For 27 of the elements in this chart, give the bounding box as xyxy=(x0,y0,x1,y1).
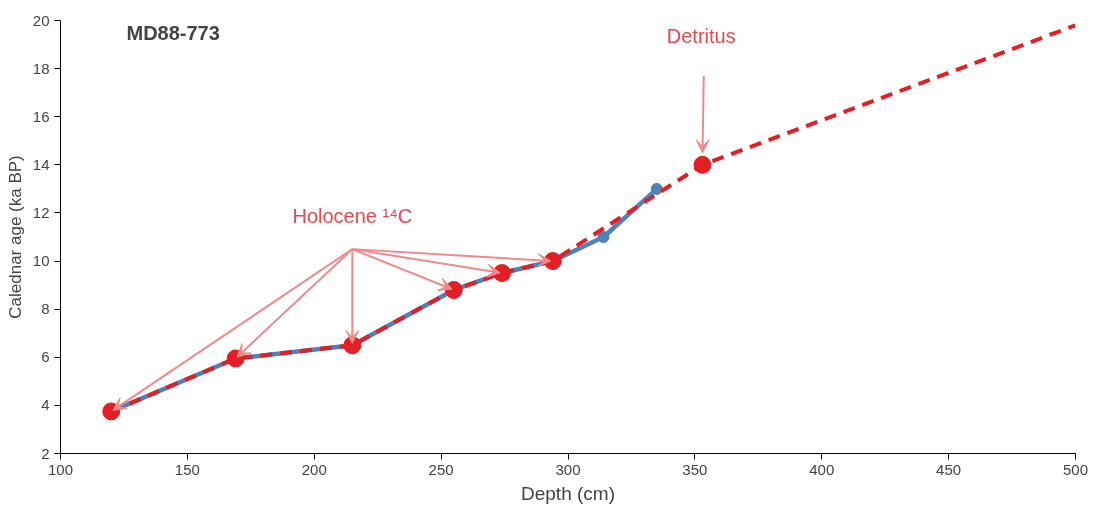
y-tick-label: 2 xyxy=(41,444,50,462)
y-tick-label: 8 xyxy=(41,300,50,318)
x-tick-label: 250 xyxy=(428,460,454,478)
y-axis-title: Calednar age (ka BP) xyxy=(5,155,25,319)
y-tick-label: 6 xyxy=(41,348,50,366)
y-tick-label: 4 xyxy=(41,396,50,414)
y-tick-label: 14 xyxy=(32,155,50,173)
x-tick-label: 150 xyxy=(174,460,200,478)
x-tick-label: 500 xyxy=(1062,460,1089,478)
x-tick-label: 350 xyxy=(682,460,708,478)
x-axis-title: Depth (cm) xyxy=(521,482,615,504)
annotation: Detritus xyxy=(666,24,736,47)
chart-title: MD88-773 xyxy=(126,22,220,45)
x-tick-label: 400 xyxy=(809,460,835,478)
x-tick-label: 300 xyxy=(555,460,581,478)
point xyxy=(650,182,663,195)
y-tick-label: 20 xyxy=(32,11,50,29)
x-tick-label: 450 xyxy=(936,460,962,478)
y-tick-label: 18 xyxy=(32,59,50,77)
point xyxy=(597,231,610,243)
y-tick-label: 12 xyxy=(32,203,50,221)
annotation: Holocene ¹⁴C xyxy=(292,205,413,228)
y-tick-label: 16 xyxy=(32,107,50,125)
y-tick-label: 10 xyxy=(32,252,50,270)
point xyxy=(693,155,712,174)
x-tick-label: 100 xyxy=(47,460,74,478)
x-tick-label: 200 xyxy=(301,460,327,478)
